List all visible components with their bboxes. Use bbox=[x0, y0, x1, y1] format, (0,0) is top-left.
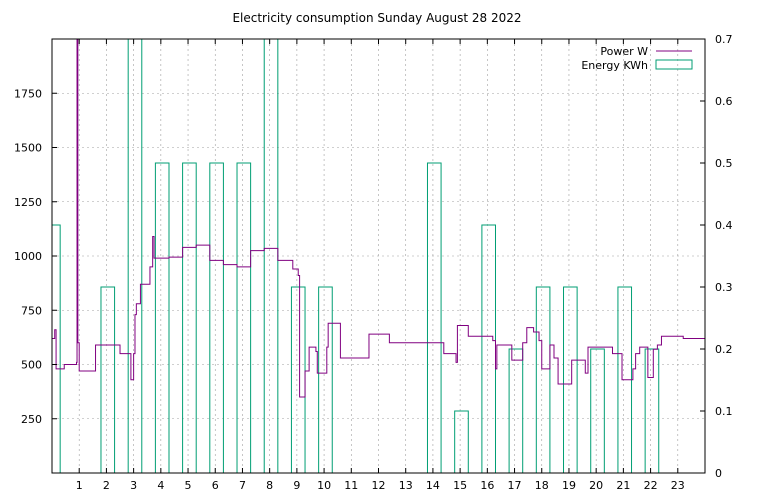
energy-bar bbox=[426, 162, 442, 473]
legend-power-label: Power W bbox=[600, 45, 648, 58]
x-tick-label: 5 bbox=[185, 479, 192, 492]
x-tick-label: 15 bbox=[453, 479, 467, 492]
legend: Power W Energy KWh bbox=[581, 45, 693, 72]
energy-bar bbox=[290, 286, 306, 473]
x-tick-label: 17 bbox=[508, 479, 522, 492]
energy-bar bbox=[644, 348, 660, 473]
x-tick-label: 18 bbox=[535, 479, 549, 492]
energy-bar bbox=[454, 410, 469, 473]
x-tick-label: 4 bbox=[157, 479, 164, 492]
y-tick-label: 1750 bbox=[14, 87, 42, 100]
y-tick-label: 500 bbox=[21, 359, 42, 372]
energy-bar bbox=[535, 286, 551, 473]
y2-ticks: 0 0.1 0.2 0.3 0.4 0.5 0.6 0.7 bbox=[700, 33, 733, 480]
x-tick-label: 20 bbox=[589, 479, 603, 492]
y2-tick-label: 0.5 bbox=[715, 157, 733, 170]
x-tick-label: 10 bbox=[317, 479, 331, 492]
energy-bar bbox=[563, 286, 578, 473]
x-ticks: 1 2 3 4 5 6 7 8 9 10 11 12 13 14 15 16 17 18 19 20 21 22 23 bbox=[76, 39, 685, 492]
x-tick-label: 16 bbox=[480, 479, 494, 492]
x-tick-label: 9 bbox=[293, 479, 300, 492]
y-tick-label: 1500 bbox=[14, 142, 42, 155]
x-tick-label: 7 bbox=[239, 479, 246, 492]
y2-tick-label: 0.7 bbox=[715, 33, 733, 46]
x-tick-label: 3 bbox=[130, 479, 137, 492]
energy-bar bbox=[100, 286, 116, 473]
y-ticks: 250 500 750 1000 1250 1500 1750 bbox=[14, 87, 57, 426]
x-tick-label: 14 bbox=[426, 479, 440, 492]
energy-bar bbox=[318, 286, 333, 473]
y2-tick-label: 0.6 bbox=[715, 95, 733, 108]
energy-bar bbox=[236, 162, 252, 473]
y-tick-label: 1000 bbox=[14, 250, 42, 263]
y-tick-label: 1250 bbox=[14, 196, 42, 209]
x-tick-label: 19 bbox=[562, 479, 576, 492]
power-line bbox=[52, 38, 705, 398]
x-tick-label: 23 bbox=[671, 479, 685, 492]
y-tick-label: 750 bbox=[21, 304, 42, 317]
y-tick-label: 250 bbox=[21, 413, 42, 426]
energy-bar bbox=[508, 348, 524, 473]
energy-bar bbox=[154, 162, 170, 473]
legend-energy-swatch bbox=[655, 59, 693, 70]
y2-tick-label: 0.2 bbox=[715, 343, 733, 356]
x-tick-label: 13 bbox=[399, 479, 413, 492]
x-tick-label: 11 bbox=[344, 479, 358, 492]
y2-tick-label: 0.3 bbox=[715, 281, 733, 294]
x-tick-label: 22 bbox=[644, 479, 658, 492]
legend-energy-label: Energy KWh bbox=[581, 59, 648, 72]
x-tick-label: 12 bbox=[372, 479, 386, 492]
x-tick-label: 6 bbox=[212, 479, 219, 492]
x-tick-label: 8 bbox=[266, 479, 273, 492]
energy-bar bbox=[209, 162, 224, 473]
x-tick-label: 21 bbox=[616, 479, 630, 492]
energy-bar bbox=[590, 348, 605, 473]
energy-bar bbox=[263, 38, 279, 473]
chart-title: Electricity consumption Sunday August 28… bbox=[232, 11, 521, 25]
grid bbox=[52, 39, 705, 473]
y2-tick-label: 0 bbox=[715, 467, 722, 480]
y2-tick-label: 0.4 bbox=[715, 219, 733, 232]
energy-bar bbox=[182, 162, 197, 473]
energy-bar bbox=[127, 38, 143, 473]
energy-bar bbox=[481, 224, 496, 473]
x-tick-label: 2 bbox=[103, 479, 110, 492]
x-tick-label: 1 bbox=[76, 479, 83, 492]
y2-tick-label: 0.1 bbox=[715, 405, 733, 418]
